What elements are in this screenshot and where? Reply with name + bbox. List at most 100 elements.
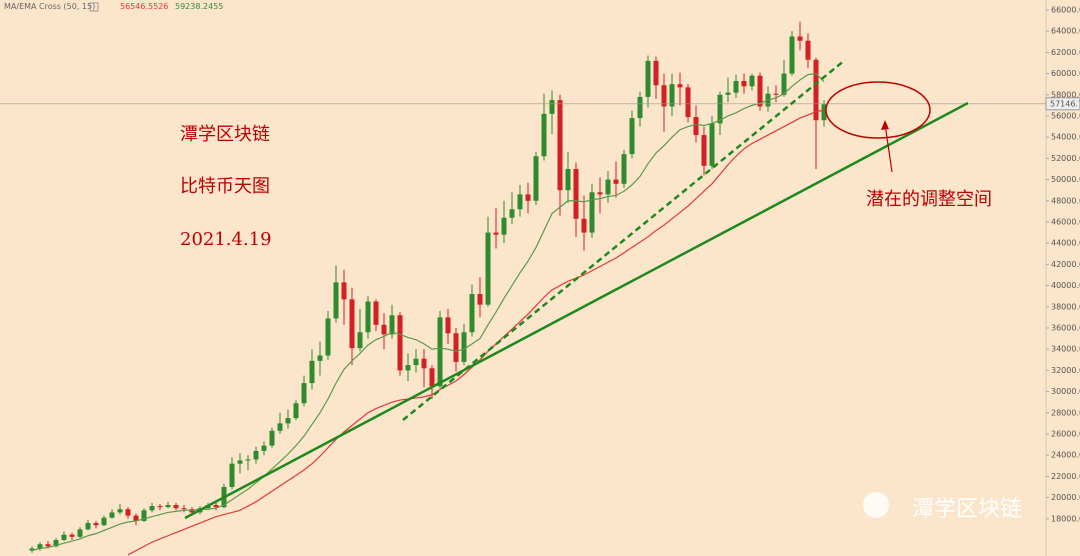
support-trendline: [184, 101, 969, 520]
candle-body: [365, 301, 371, 333]
candle-body: [45, 544, 51, 547]
candle-body: [101, 517, 107, 526]
legend-title: MA/EMA Cross (50, 15): [4, 2, 95, 11]
candle-body: [709, 123, 715, 166]
candle-body: [701, 135, 707, 166]
candle-body: [309, 360, 315, 384]
dashed-trendline: [402, 59, 846, 421]
candle-body: [821, 104, 827, 121]
candle-body: [581, 218, 587, 233]
candle-body: [725, 92, 731, 95]
y-tick-label: 28000.00: [1051, 408, 1080, 417]
candle-body: [605, 179, 611, 195]
candle-body: [301, 383, 307, 404]
candle-body: [373, 301, 379, 325]
arrowhead: [881, 120, 889, 130]
y-tick-label: 50000.00: [1051, 175, 1080, 184]
candle-body: [781, 73, 787, 95]
candle-body: [261, 445, 267, 451]
candle-body: [61, 534, 67, 540]
y-tick-label: 20000.00: [1051, 493, 1080, 502]
plot-area: 18000.00 20000.00 22000.00 24000.00 26000.00…: [0, 5, 1080, 556]
y-tick-label: 30000.00: [1051, 387, 1080, 396]
candle-body: [453, 333, 459, 362]
y-tick-label: 54000.00: [1051, 133, 1080, 142]
candle-body: [93, 523, 99, 526]
y-tick-label: 60000.00: [1051, 69, 1080, 78]
candle-body: [813, 59, 819, 121]
candle-body: [317, 355, 323, 361]
candle-body: [789, 36, 795, 74]
candle-body: [597, 192, 603, 195]
candle-body: [29, 548, 35, 551]
candle-body: [389, 315, 395, 335]
legend-value: 59238.2455: [175, 2, 223, 11]
candle-body: [77, 529, 83, 537]
candle-body: [549, 100, 555, 114]
candle-body: [773, 93, 779, 95]
y-tick-label: 62000.00: [1051, 48, 1080, 57]
candle-body: [517, 194, 523, 210]
candle-body: [693, 117, 699, 136]
candle-body: [461, 332, 467, 362]
candle-body: [165, 505, 171, 508]
indicator-line: [31, 72, 825, 552]
y-tick-label: 66000.00: [1051, 5, 1080, 14]
candle-body: [669, 84, 675, 107]
y-tick-label: 24000.00: [1051, 451, 1080, 460]
candle-body: [237, 460, 243, 464]
legend-value: 56546.5526: [120, 2, 168, 11]
candle-body: [485, 232, 491, 305]
candle-body: [413, 358, 419, 366]
candle-body: [349, 299, 355, 349]
y-tick-label: 36000.00: [1051, 323, 1080, 332]
watermark-icon: [863, 492, 889, 518]
y-tick-label: 44000.00: [1051, 239, 1080, 248]
candle-body: [629, 118, 635, 155]
candle-body: [805, 40, 811, 60]
candle-body: [637, 96, 643, 119]
candle-body: [149, 506, 155, 511]
candle-body: [661, 85, 667, 107]
y-tick-label: 46000.00: [1051, 217, 1080, 226]
candle-body: [533, 156, 539, 201]
candle-body: [421, 358, 427, 369]
candle-body: [397, 315, 403, 371]
annotation: 比特币天图: [180, 176, 270, 197]
candle-body: [357, 332, 363, 349]
candle-body: [269, 430, 275, 446]
y-tick-label: 52000.00: [1051, 154, 1080, 163]
candle-body: [501, 217, 507, 235]
candle-body: [253, 450, 259, 460]
candle-body: [181, 508, 187, 510]
candle-body: [293, 403, 299, 419]
candle-body: [37, 544, 43, 549]
candle-body: [229, 463, 235, 487]
candle-body: [477, 294, 483, 305]
candle-body: [557, 100, 563, 191]
candle-body: [341, 282, 347, 300]
last-price-label: 57146.77: [1050, 99, 1080, 108]
candle-body: [245, 459, 251, 461]
candle-body: [125, 509, 131, 516]
candle-body: [333, 282, 339, 319]
candle-body: [381, 324, 387, 335]
y-tick-label: 58000.00: [1051, 90, 1080, 99]
candle-body: [437, 317, 443, 387]
candle-body: [213, 505, 219, 508]
candle-body: [405, 365, 411, 371]
y-tick-label: 22000.00: [1051, 472, 1080, 481]
annotation: 2021.4.19: [180, 229, 272, 250]
candle-body: [173, 505, 179, 509]
annotation: 潜在的调整空间: [866, 189, 992, 210]
candle-body: [157, 506, 163, 508]
candle-body: [285, 418, 291, 424]
candle-body: [141, 510, 147, 521]
candle-body: [525, 194, 531, 201]
candle-body: [469, 294, 475, 333]
candle-body: [717, 94, 723, 124]
candle-body: [69, 534, 75, 537]
y-tick-label: 18000.00: [1051, 514, 1080, 523]
candle-body: [565, 168, 571, 191]
